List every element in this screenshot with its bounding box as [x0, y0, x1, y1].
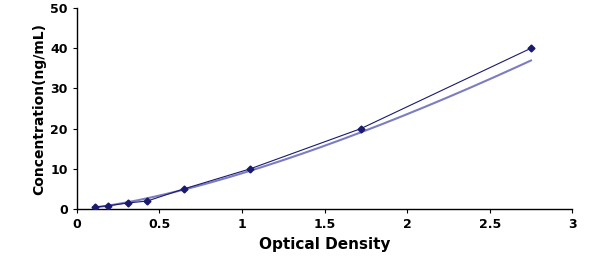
Y-axis label: Concentration(ng/mL): Concentration(ng/mL)	[32, 23, 46, 195]
X-axis label: Optical Density: Optical Density	[259, 237, 390, 252]
